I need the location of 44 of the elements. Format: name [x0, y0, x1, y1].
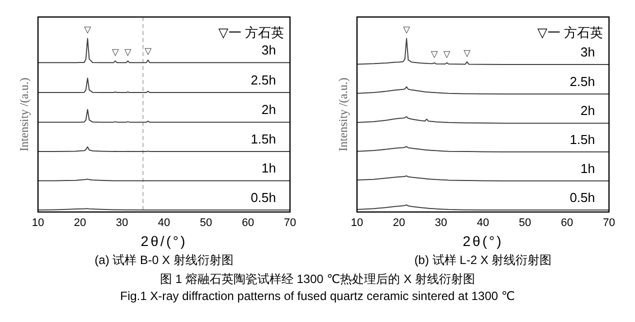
- caption: 图 1 熔融石英陶瓷试样经 1300 ℃热处理后的 X 射线衍射图: [160, 272, 475, 286]
- x-tick-label: 10: [350, 217, 364, 229]
- series-label: 1.5h: [570, 132, 595, 147]
- annotation: ▽: [112, 46, 119, 57]
- caption: Fig.1 X-ray diffraction patterns of fused quartz ceramic sintered at 1300 ℃: [120, 289, 515, 303]
- series-label: 3h: [262, 42, 276, 58]
- text: (b) 试样 L-2 X 射线衍射图: [414, 253, 552, 267]
- series-label: 3h: [580, 44, 595, 60]
- x-tick-label: 20: [74, 217, 86, 229]
- series-label: 1h: [580, 160, 595, 176]
- series-label: 1.5h: [250, 132, 276, 147]
- series-label: 2.5h: [570, 74, 595, 90]
- x-axis-title: 2θ/(°): [140, 233, 188, 249]
- x-tick-label: 60: [560, 217, 574, 229]
- text: (a) 试样 B-0 X 射线衍射图: [94, 253, 234, 267]
- x-tick-label: 70: [284, 217, 296, 229]
- x-tick-label: 70: [602, 217, 616, 229]
- x-tick-label: 30: [116, 217, 128, 229]
- x-tick-label: 60: [242, 217, 254, 229]
- annotation: ▽: [443, 48, 450, 59]
- annotation: ▽: [124, 46, 132, 57]
- annotation: ▽: [464, 48, 471, 58]
- annotation: ▽一 方石英: [218, 25, 284, 40]
- series-label: 2.5h: [250, 72, 276, 88]
- annotation: ▽一 方石英: [537, 25, 603, 40]
- annotation: ▽: [144, 46, 152, 56]
- x-tick-label: 10: [32, 217, 44, 229]
- x-tick-label: 40: [476, 217, 490, 229]
- y-axis-title: Intensity /(a.u.): [17, 78, 31, 152]
- annotation: ▽: [84, 24, 92, 34]
- series-label: 2h: [262, 102, 276, 118]
- x-tick-label: 40: [158, 217, 170, 229]
- annotation: ▽: [430, 48, 438, 59]
- x-axis-title: 2θ(°): [462, 233, 504, 249]
- x-tick-label: 20: [392, 217, 406, 229]
- series-label: 1h: [262, 160, 276, 176]
- series-label: 0.5h: [570, 190, 595, 206]
- series-label: 2h: [580, 103, 595, 118]
- x-tick-label: 50: [200, 217, 212, 229]
- annotation: ▽: [403, 24, 410, 34]
- y-axis-title: Intensity /(a.u.): [336, 78, 350, 152]
- series-label: 0.5h: [250, 190, 276, 206]
- x-tick-label: 50: [518, 217, 532, 229]
- x-tick-label: 30: [434, 217, 448, 229]
